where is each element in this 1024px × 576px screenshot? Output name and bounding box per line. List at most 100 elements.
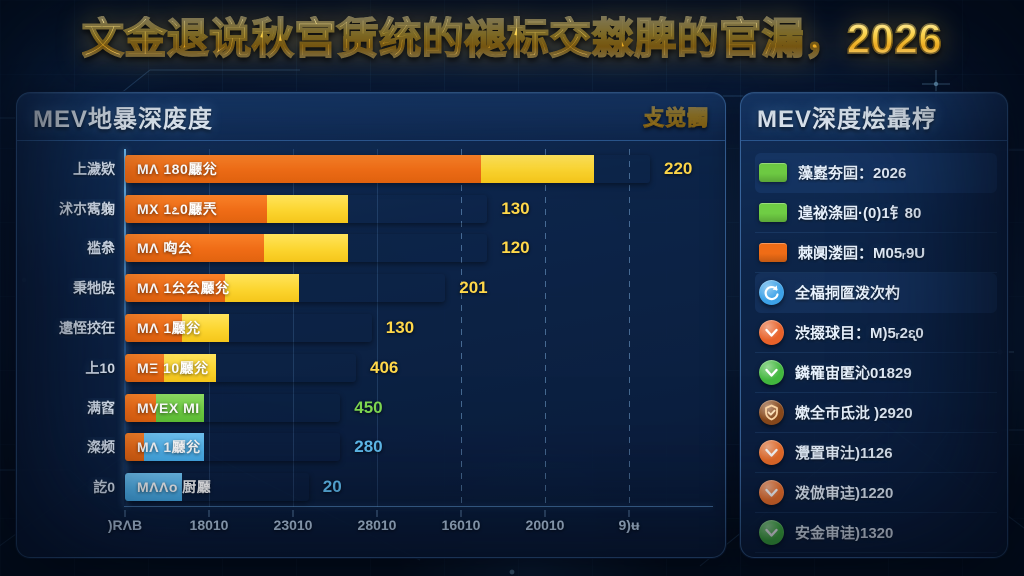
legend-item-label: 嫰全巿氐沘 )2920 <box>795 405 913 422</box>
bar-row[interactable]: 沭朩寯躹 MΧ 1೭0㕔兲 130 <box>59 195 713 223</box>
category-label: 訖0 <box>93 479 115 495</box>
bar-value-label: 120 <box>501 238 530 257</box>
legend-item[interactable]: 嫰全巿氐沘 )2920 <box>755 393 997 433</box>
bar-rows: 上濊欵 MΛ 180㕔兊 220 沭朩寯躹 MΧ 1೭0㕔兲 130 褴叅 MΛ 㕼㕕 120 秉… <box>59 149 713 507</box>
x-tick-label: 20010 <box>525 517 565 533</box>
x-tick-label: 9)ʉ <box>618 517 640 533</box>
category-label: 上濊欵 <box>73 161 115 177</box>
bar-segment-yellow <box>264 234 349 262</box>
chart-panel-header: MEV地暴深废度 攴觉髑 <box>17 93 725 141</box>
chevron-down-icon <box>759 440 784 465</box>
bar-row[interactable]: 上10 MΞ 10㕔兊 406 <box>85 354 713 382</box>
chevron-down-icon <box>759 520 784 545</box>
category-label: 遱恎挍彺 <box>59 320 115 336</box>
x-axis-ticks: )RΛB 18010 23010 28010 16010 20010 9)ʉ <box>108 510 713 543</box>
legend-item[interactable]: 全楅挏匫泼次杓 <box>755 273 997 313</box>
category-label: 秉牠阹 <box>73 280 115 296</box>
legend-panel-title: MEV深度烩聶梈 <box>757 106 938 133</box>
bar-row[interactable]: 秉牠阹 MΛ 1㕕㕕㕔兊 201 <box>73 274 713 302</box>
x-tick-mark <box>544 510 546 517</box>
plot-area: 上濊欵 MΛ 180㕔兊 220 沭朩寯躹 MΧ 1೭0㕔兲 130 褴叅 MΛ 㕼㕕 120 秉… <box>17 141 725 557</box>
legend-item[interactable]: 渋掇球目：M)5ᵣ2ᶓ0 <box>755 313 997 353</box>
legend-item[interactable]: 安金审诖)1320 <box>755 513 997 553</box>
bar-segment-yellow <box>481 155 594 183</box>
x-tick-mark <box>376 510 378 517</box>
bar-row[interactable]: 訖0 MΛΛo 㕑㕔 20 <box>93 473 713 501</box>
bar-value-label: 201 <box>459 278 488 297</box>
gridline <box>629 149 630 507</box>
stacked-bar[interactable]: MVΕΧ MI <box>125 394 340 422</box>
bar-segment-blue <box>144 433 204 461</box>
stacked-bar[interactable]: MΞ 10㕔兊 <box>125 354 356 382</box>
bar-row[interactable]: 澯频 MΛ 1㕔兊 280 <box>87 433 713 461</box>
stacked-bar[interactable]: MΧ 1೭0㕔兲 <box>125 195 487 223</box>
chart-panel: MEV地暴深废度 攴觉髑 上濊欵 MΛ 180㕔兊 220 沭朩寯躹 MΧ 1೭0㕔兲 1… <box>16 92 726 558</box>
gridline <box>461 149 462 507</box>
bar-value-label: 406 <box>370 358 399 377</box>
x-tick-mark <box>628 510 630 517</box>
bar-row[interactable]: 遱恎挍彺 MΛ 1㕔兊 130 <box>59 314 713 342</box>
stacked-bar[interactable]: MΛΛo 㕑㕔 <box>125 473 309 501</box>
gridline <box>377 149 378 507</box>
legend-item[interactable]: 遑祕涤囸·(0)1钅80 <box>755 193 997 233</box>
legend-item[interactable]: 鏻罹宙匿沁01829 <box>755 353 997 393</box>
chevron-down-icon <box>759 360 784 385</box>
green-swatch <box>759 203 787 222</box>
gridline <box>293 149 294 507</box>
stacked-bar[interactable]: MΛ 1㕕㕕㕔兊 <box>125 274 445 302</box>
legend-item-label: 安金审诖)1320 <box>795 525 894 542</box>
bar-value-label: 20 <box>322 477 342 496</box>
category-label: 上10 <box>85 360 115 376</box>
bar-row[interactable]: 上濊欵 MΛ 180㕔兊 220 <box>73 155 713 183</box>
chart-header-badge: 攴觉髑 <box>643 102 709 132</box>
bar-segment-orange <box>125 155 482 183</box>
bar-segment-yellow <box>182 314 229 342</box>
legend-list: 藻嶳夯囸：2026 遑祕涤囸·(0)1钅80 棘阒溇囸：M05ᵣ9U 全楅挏匫泼次杓渋… <box>741 141 1007 557</box>
bar-segment-yellow <box>164 354 216 382</box>
x-tick-mark <box>208 510 210 517</box>
chevron-down-icon <box>759 480 784 505</box>
stacked-bar[interactable]: MΛ 1㕔兊 <box>125 314 372 342</box>
category-label: 沭朩寯躹 <box>59 201 115 217</box>
legend-item[interactable]: 灚置审汢)1126 <box>755 433 997 473</box>
bar-value-label: 220 <box>664 159 693 178</box>
bar-value-label: 450 <box>354 398 383 417</box>
legend-item-label: 遑祕涤囸·(0)1钅80 <box>798 205 922 222</box>
x-tick-label: )RΛB <box>107 517 143 533</box>
bar-segment-orange <box>125 195 268 223</box>
stacked-bar[interactable]: MΛ 㕼㕕 <box>125 234 487 262</box>
x-tick-mark <box>124 510 126 517</box>
legend-item-label: 鏻罹宙匿沁01829 <box>795 365 912 382</box>
bar-segment-green <box>155 394 204 422</box>
bar-segment-blue <box>125 473 183 501</box>
gridline <box>545 149 546 507</box>
bar-segment-yellow <box>225 274 300 302</box>
legend-item[interactable]: 藻嶳夯囸：2026 <box>755 153 997 193</box>
category-label: 褴叅 <box>87 240 115 256</box>
x-axis-line <box>124 506 713 507</box>
stacked-bar[interactable]: MΛ 180㕔兊 <box>125 155 650 183</box>
title-bar: 文金退说秋宫赁统的褪标交㵘脾的官漏，2026 <box>0 15 1024 63</box>
x-tick-mark <box>292 510 294 517</box>
category-label: 满窞 <box>87 400 115 416</box>
chevron-down-icon <box>759 320 784 345</box>
bar-segment-orange <box>125 234 265 262</box>
legend-panel-header: MEV深度烩聶梈 <box>741 93 1007 141</box>
stacked-bar[interactable]: MΛ 1㕔兊 <box>125 433 340 461</box>
bar-segment-orange <box>125 314 183 342</box>
bar-segment-orange <box>125 394 156 422</box>
orange-swatch <box>759 243 787 262</box>
x-tick-label: 28010 <box>357 517 397 533</box>
plot-inner: 上濊欵 MΛ 180㕔兊 220 沭朩寯躹 MΧ 1೭0㕔兲 130 褴叅 MΛ 㕼㕕 120 秉… <box>59 149 713 507</box>
bar-row[interactable]: 褴叅 MΛ 㕼㕕 120 <box>87 234 713 262</box>
green-swatch <box>759 163 787 182</box>
x-tick-label: 23010 <box>273 517 313 533</box>
bar-segment-orange <box>125 354 165 382</box>
legend-item[interactable]: 棘阒溇囸：M05ᵣ9U <box>755 233 997 273</box>
bar-row[interactable]: 满窞 MVΕΧ MI 450 <box>87 394 713 422</box>
bar-segment-orange <box>125 433 145 461</box>
legend-item-label: 棘阒溇囸：M05ᵣ9U <box>798 245 926 262</box>
legend-item[interactable]: 泼倣审迬)1220 <box>755 473 997 513</box>
legend-panel: MEV深度烩聶梈 藻嶳夯囸：2026 遑祕涤囸·(0)1钅80 棘阒溇囸：M05ᵣ9… <box>740 92 1008 558</box>
